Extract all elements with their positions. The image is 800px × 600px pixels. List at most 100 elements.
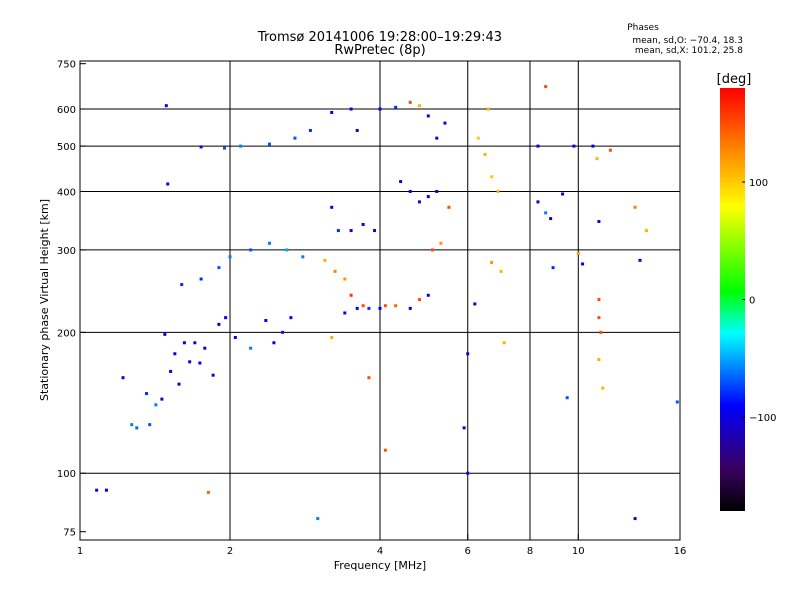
- data-point: [239, 144, 243, 148]
- data-point: [466, 352, 470, 356]
- data-point: [536, 200, 540, 204]
- data-point: [361, 304, 365, 308]
- data-point: [267, 241, 271, 245]
- data-point: [644, 229, 648, 233]
- data-point: [394, 304, 398, 308]
- data-point: [164, 104, 168, 108]
- data-point: [608, 148, 612, 152]
- data-point: [399, 180, 403, 184]
- data-point: [285, 248, 289, 252]
- x-tick-label: 10: [572, 546, 585, 557]
- data-point: [336, 229, 340, 233]
- data-point: [408, 306, 412, 310]
- data-point: [173, 352, 177, 356]
- data-point: [499, 269, 503, 273]
- data-point: [135, 426, 139, 430]
- data-point: [383, 304, 387, 308]
- data-point: [638, 258, 642, 262]
- data-point: [177, 382, 181, 386]
- x-tick-label: 8: [527, 546, 533, 557]
- data-point: [361, 222, 365, 226]
- data-point: [426, 114, 430, 118]
- data-point: [217, 266, 221, 270]
- x-tick-label: 1: [77, 546, 83, 557]
- x-tick-label: 4: [377, 546, 383, 557]
- data-point: [431, 248, 435, 252]
- data-point: [544, 211, 548, 215]
- data-point: [572, 144, 576, 148]
- data-point: [330, 205, 334, 209]
- data-point: [193, 341, 197, 345]
- data-point: [367, 376, 371, 380]
- y-tick-label: 75: [63, 528, 76, 539]
- data-point: [383, 448, 387, 452]
- data-point: [490, 175, 494, 179]
- data-point: [145, 392, 149, 396]
- data-point: [203, 346, 207, 350]
- data-point: [394, 105, 398, 109]
- data-point: [417, 104, 421, 108]
- chart-title: Tromsø 20141006 19:28:00–19:29:43: [257, 30, 502, 45]
- y-tick-label: 300: [57, 246, 76, 257]
- y-tick-label: 500: [57, 142, 76, 153]
- y-axis-ticks: 75 100 200 300 400 500 600 750: [57, 60, 86, 539]
- y-tick-label: 100: [57, 469, 76, 480]
- data-point: [148, 423, 152, 427]
- data-points: [95, 85, 679, 521]
- data-point: [104, 488, 108, 492]
- data-point: [233, 335, 237, 339]
- data-point: [198, 361, 202, 365]
- phases-title: Phases: [627, 23, 659, 33]
- data-point: [301, 255, 305, 259]
- colorbar-ticks: 100 0 −100: [742, 178, 776, 424]
- data-point: [228, 255, 232, 259]
- data-point: [199, 145, 203, 149]
- data-point: [264, 319, 268, 323]
- data-point: [367, 306, 371, 310]
- x-tick-label: 2: [227, 546, 233, 557]
- data-point: [121, 376, 125, 380]
- data-point: [95, 488, 99, 492]
- data-point: [435, 189, 439, 193]
- data-point: [417, 200, 421, 204]
- data-point: [466, 471, 470, 475]
- data-point: [343, 311, 347, 315]
- data-point: [591, 144, 595, 148]
- data-point: [462, 426, 466, 430]
- data-point: [217, 322, 221, 326]
- x-axis-label: Frequency [MHz]: [334, 559, 426, 572]
- data-point: [496, 189, 500, 193]
- data-point: [166, 182, 170, 186]
- data-point: [551, 266, 555, 270]
- data-point: [272, 341, 276, 345]
- data-point: [483, 152, 487, 156]
- data-point: [502, 341, 506, 345]
- data-point: [289, 316, 293, 320]
- data-point: [549, 217, 553, 221]
- data-point: [599, 330, 603, 334]
- colorbar-label: [deg]: [717, 72, 752, 87]
- data-point: [330, 335, 334, 339]
- data-point: [408, 100, 412, 104]
- data-point: [169, 369, 173, 373]
- x-axis-ticks: 1 2 4 6 8 10 16: [77, 534, 687, 557]
- data-point: [308, 128, 312, 132]
- data-point: [565, 396, 569, 400]
- data-point: [293, 136, 297, 140]
- data-point: [633, 205, 637, 209]
- phases-line-o: mean, sd,O: −70.4, 18.3: [632, 36, 743, 46]
- data-point: [426, 293, 430, 297]
- y-tick-label: 600: [57, 105, 76, 116]
- chart-subtitle: RwPretec (8p): [334, 43, 425, 58]
- data-point: [206, 490, 210, 494]
- data-point: [355, 306, 359, 310]
- data-point: [597, 220, 601, 224]
- data-point: [188, 360, 192, 364]
- data-point: [426, 195, 430, 199]
- data-point: [343, 277, 347, 281]
- y-tick-label: 750: [57, 60, 76, 71]
- data-point: [490, 261, 494, 265]
- colorbar-tick-label: −100: [749, 413, 776, 424]
- x-tick-label: 16: [674, 546, 687, 557]
- colorbar: [720, 88, 745, 511]
